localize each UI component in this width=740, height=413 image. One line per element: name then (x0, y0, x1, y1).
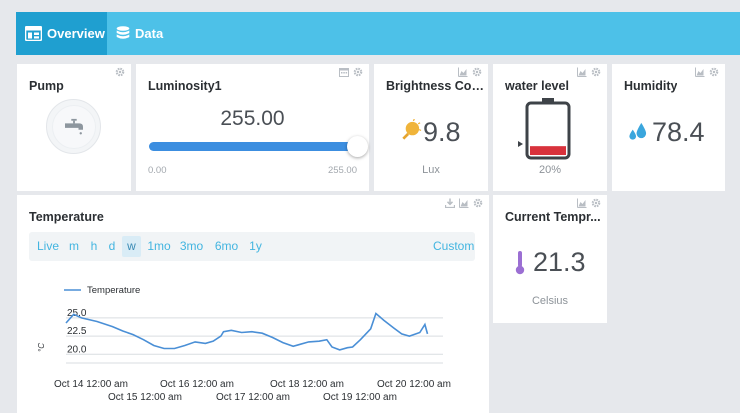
luminosity-widget: Luminosity1 255.00 0.00 255.00 (136, 64, 369, 191)
widget-title: Pump (29, 79, 64, 93)
faucet-icon (64, 118, 83, 134)
pump-widget: Pump (17, 64, 131, 191)
gear-icon[interactable] (473, 198, 483, 208)
widget-title: Luminosity1 (148, 79, 222, 93)
brightness-value: 9.8 (423, 117, 461, 147)
current-temperature-value: 21.3 (533, 247, 586, 277)
x-tick-label: Oct 14 12:00 am (54, 379, 128, 390)
filter-d[interactable]: d (108, 239, 116, 253)
x-tick-label: Oct 15 12:00 am (108, 392, 182, 403)
tab-data[interactable]: Data (116, 12, 163, 55)
chart-icon[interactable] (577, 198, 587, 208)
temperature-line-chart: Temperature °C 25.0 22.5 20.0 (37, 285, 443, 364)
chart-icon[interactable] (459, 198, 469, 208)
gear-icon[interactable] (353, 67, 363, 77)
thermometer-icon (515, 251, 525, 275)
top-nav: Overview Data (16, 12, 740, 55)
humidity-widget: Humidity 78.4 (612, 64, 725, 191)
filter-w[interactable]: w (122, 236, 141, 257)
gear-icon[interactable] (472, 67, 482, 77)
widget-title: Brightness Con... (386, 79, 486, 93)
filter-h[interactable]: h (90, 239, 98, 253)
tab-data-label: Data (135, 26, 164, 41)
water-level-value: 20% (538, 164, 562, 176)
gear-icon[interactable] (115, 67, 125, 77)
water-drop-icon (629, 122, 647, 140)
slider-max-label: 255.00 (327, 165, 357, 176)
slider-value: 255.00 (220, 107, 285, 130)
filter-custom[interactable]: Custom (433, 239, 475, 253)
bulb-icon (402, 119, 422, 140)
y-tick-label: 20.0 (67, 344, 87, 355)
widget-title: water level (505, 79, 569, 93)
download-icon[interactable] (445, 198, 455, 208)
brightness-unit: Lux (422, 164, 440, 176)
x-tick-label: Oct 19 12:00 am (323, 392, 397, 403)
brightness-widget: Brightness Con... 9.8 Lux (374, 64, 488, 191)
temperature-series-line (65, 312, 429, 351)
slider-min-label: 0.00 (148, 165, 167, 176)
widget-title: Humidity (624, 79, 678, 93)
chart-icon[interactable] (695, 67, 705, 77)
dashboard-icon (25, 26, 42, 41)
time-filter-bar: Live m h d w 1mo 3mo 6mo 1y Custom (29, 232, 475, 261)
y-tick-label: 22.5 (67, 326, 87, 337)
water-level-widget: water level 20% (493, 64, 607, 191)
tab-overview-label: Overview (47, 26, 105, 41)
filter-6mo[interactable]: 6mo (214, 239, 239, 253)
filter-1mo[interactable]: 1mo (147, 239, 171, 253)
x-tick-label: Oct 16 12:00 am (160, 379, 234, 390)
current-temperature-widget: Current Tempr... 21.3 Celsius (493, 195, 607, 323)
y-tick-label: 25.0 (67, 308, 87, 319)
humidity-value: 78.4 (652, 117, 705, 147)
database-icon (116, 26, 130, 39)
y-axis-unit: °C (37, 343, 46, 352)
filter-m[interactable]: m (69, 239, 79, 253)
current-temperature-unit: Celsius (531, 295, 569, 307)
battery-fill (530, 146, 566, 155)
gear-icon[interactable] (709, 67, 719, 77)
x-tick-label: Oct 17 12:00 am (216, 392, 290, 403)
tab-overview[interactable]: Overview (16, 12, 107, 55)
chart-icon[interactable] (458, 67, 468, 77)
battery-icon (518, 98, 571, 160)
slider-handle[interactable] (347, 136, 368, 157)
chart-icon[interactable] (577, 67, 587, 77)
filter-1y[interactable]: 1y (249, 239, 262, 253)
legend-label: Temperature (87, 285, 140, 296)
filter-live[interactable]: Live (36, 239, 59, 253)
x-tick-label: Oct 18 12:00 am (270, 379, 344, 390)
widget-title: Current Tempr... (505, 210, 601, 224)
slider-track[interactable] (149, 142, 359, 151)
gear-icon[interactable] (591, 198, 601, 208)
gear-icon[interactable] (591, 67, 601, 77)
x-tick-label: Oct 20 12:00 am (377, 379, 451, 390)
temperature-chart-widget: Temperature Live m h d w 1mo 3mo 6mo 1y … (17, 195, 489, 413)
pump-toggle[interactable] (46, 99, 101, 154)
calendar-icon[interactable] (339, 67, 349, 77)
filter-3mo[interactable]: 3mo (179, 239, 204, 253)
